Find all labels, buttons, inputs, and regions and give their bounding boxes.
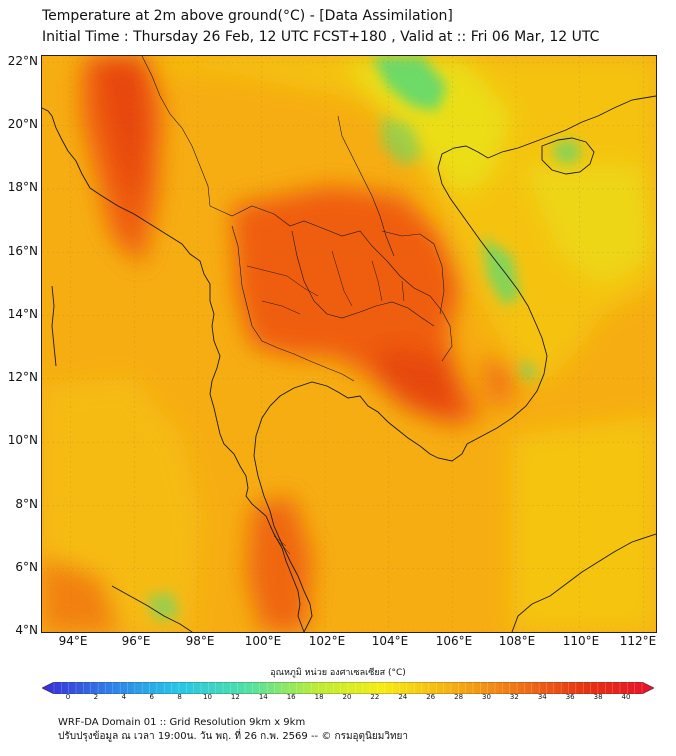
cold-area bbox=[554, 140, 582, 166]
laos-cambodia-border bbox=[381, 230, 445, 315]
lat-label: 16°N bbox=[7, 244, 38, 258]
gulf-of-thailand-coast bbox=[253, 381, 468, 632]
colorbar-divisions bbox=[53, 682, 643, 694]
lon-label: 100°E bbox=[244, 634, 282, 648]
colorbar-tick-label: 8 bbox=[177, 693, 182, 701]
temperature-zone-hot-core bbox=[97, 56, 147, 206]
title-line-2: Initial Time : Thursday 26 Feb, 12 UTC F… bbox=[42, 29, 600, 45]
temperature-zone-warm-core bbox=[42, 556, 122, 632]
colorbar-tick-label: 18 bbox=[314, 693, 324, 701]
colorbar-tick-label: 24 bbox=[398, 693, 408, 701]
myanmar-border bbox=[141, 56, 211, 207]
footer-update-info: ปรับปรุงข้อมูล ณ เวลา 19:00น. วัน พฤ. ที… bbox=[58, 731, 409, 742]
lon-label: 108°E bbox=[498, 634, 536, 648]
footer-model-info: WRF-DA Domain 01 :: Grid Resolution 9km … bbox=[58, 717, 306, 728]
sumatra-coast bbox=[111, 585, 193, 632]
cold-areas bbox=[146, 56, 582, 622]
lat-label: 14°N bbox=[7, 307, 38, 321]
lat-label: 18°N bbox=[7, 180, 38, 194]
lon-label: 104°E bbox=[371, 634, 409, 648]
lon-label: 106°E bbox=[435, 634, 473, 648]
colorbar-tick-label: 0 bbox=[65, 693, 71, 701]
laos-border bbox=[337, 115, 395, 257]
south-china-coast bbox=[487, 95, 656, 159]
cold-area bbox=[372, 56, 447, 111]
temperature-map bbox=[41, 55, 657, 633]
lat-label: 22°N bbox=[7, 54, 38, 68]
colorbar-tick-label: 14 bbox=[258, 693, 268, 701]
lat-label: 6°N bbox=[15, 560, 38, 574]
cold-area bbox=[520, 361, 536, 380]
lon-label: 110°E bbox=[562, 634, 600, 648]
province-borders-interior bbox=[246, 250, 405, 315]
lon-label: 96°E bbox=[121, 634, 151, 648]
colorbar-tick-label: 6 bbox=[149, 693, 154, 701]
lon-label: 98°E bbox=[185, 634, 215, 648]
colorbar-tick-label: 30 bbox=[482, 693, 491, 701]
colorbar-title: อุณหภูมิ หน่วย องศาเซลเซียส (°C) bbox=[270, 668, 406, 678]
lat-label: 12°N bbox=[7, 370, 38, 384]
colorbar-tick-label: 34 bbox=[537, 693, 547, 701]
temperature-zone-cool bbox=[342, 56, 512, 196]
temperature-zone-warm-core bbox=[482, 356, 512, 406]
colorbar-tick-label: 26 bbox=[426, 693, 436, 701]
lat-label: 10°N bbox=[7, 433, 38, 447]
lon-label: 102°E bbox=[308, 634, 346, 648]
temperature-zone-moderate bbox=[512, 416, 656, 632]
colorbar-tick-label: 38 bbox=[593, 693, 603, 701]
temperature-zone-cool bbox=[522, 166, 656, 286]
colorbar-tick-label: 16 bbox=[286, 693, 296, 701]
colorbar-tick-label: 12 bbox=[230, 693, 240, 701]
province-borders-central bbox=[231, 225, 355, 382]
western-coastline bbox=[42, 107, 305, 632]
colorbar-tick-label: 2 bbox=[93, 693, 99, 701]
temperature-field bbox=[42, 56, 656, 632]
cold-area bbox=[146, 592, 180, 622]
colorbar-tick-label: 20 bbox=[342, 693, 352, 701]
colorbar-tick-label: 4 bbox=[121, 693, 127, 701]
chart-title: Temperature at 2m above ground(°C) - [Da… bbox=[42, 6, 599, 48]
colorbar-tick-label: 10 bbox=[203, 693, 212, 701]
lon-label: 94°E bbox=[58, 634, 88, 648]
lat-label: 20°N bbox=[7, 117, 38, 131]
country-border-north bbox=[209, 205, 453, 362]
vietnam-coast bbox=[437, 145, 548, 445]
temperature-zone-warm-core bbox=[247, 496, 312, 632]
temperature-zone-hot-core bbox=[372, 346, 462, 421]
colorbar-tick-label: 36 bbox=[565, 693, 575, 701]
borneo-coast bbox=[511, 533, 656, 632]
coastlines-and-borders bbox=[42, 56, 656, 632]
southern-provinces bbox=[269, 525, 291, 555]
title-line-1: Temperature at 2m above ground(°C) - [Da… bbox=[42, 8, 453, 24]
colorbar-tick-label: 32 bbox=[509, 693, 519, 701]
lat-label: 4°N bbox=[15, 623, 38, 637]
colorbar-ticks: 0 2 4 6 8 10 12 14 16 18 20 22 24 26 28 30 32 34 36 38 40 bbox=[0, 693, 676, 703]
colorbar bbox=[41, 679, 655, 695]
lat-label: 8°N bbox=[15, 497, 38, 511]
hainan-island bbox=[541, 137, 595, 175]
lon-label: 112°E bbox=[619, 634, 657, 648]
cold-area bbox=[482, 236, 520, 306]
colorbar-tick-label: 22 bbox=[370, 693, 380, 701]
province-borders-east bbox=[291, 230, 435, 327]
cold-area bbox=[382, 116, 422, 166]
graticule bbox=[42, 56, 656, 632]
colorbar-tick-label: 28 bbox=[454, 693, 464, 701]
temperature-zone-moderate bbox=[42, 376, 202, 632]
temperature-map-canvas bbox=[42, 56, 656, 632]
andaman-islands bbox=[51, 285, 57, 367]
colorbar-tick-label: 40 bbox=[621, 693, 631, 701]
